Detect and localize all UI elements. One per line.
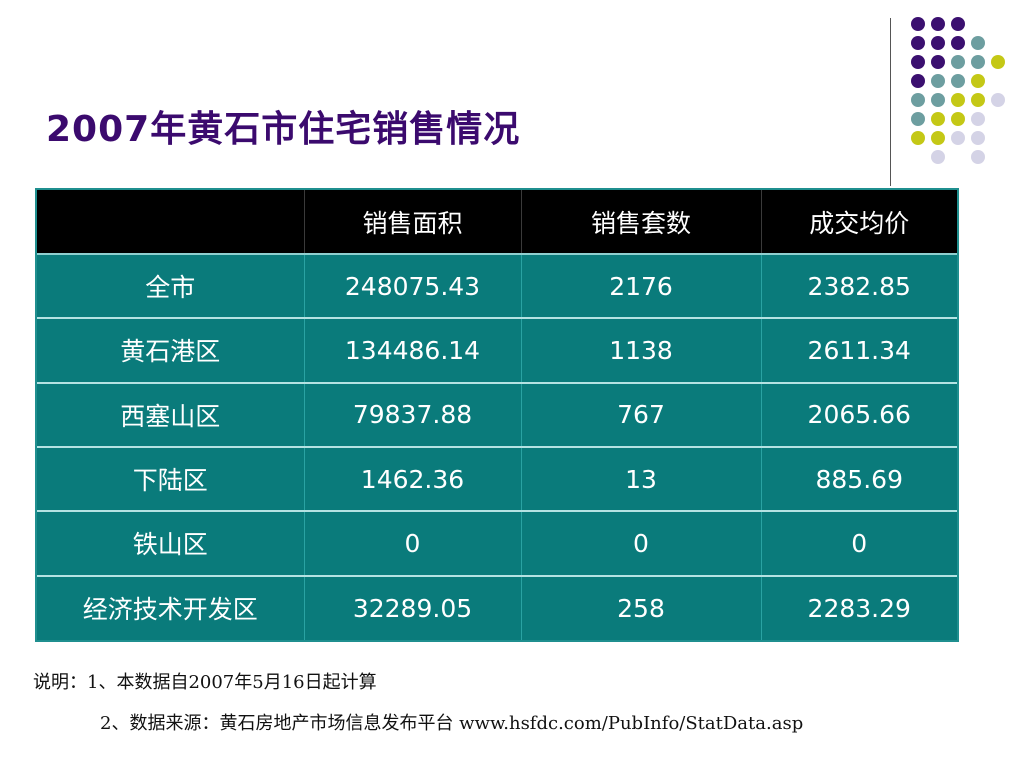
area-cell: 1462.36 (304, 445, 522, 512)
divider-line (890, 18, 891, 186)
table-row: 西塞山区 79837.88 767 2065.66 (37, 381, 957, 447)
dot-icon (971, 74, 985, 88)
dot-icon (951, 36, 965, 50)
dot-icon (951, 17, 965, 31)
area-cell: 134486.14 (304, 317, 522, 383)
dot-icon (911, 55, 925, 69)
sales-table: 销售面积 销售套数 成交均价 全市 248075.43 2176 2382.85… (37, 190, 957, 640)
district-cell: 下陆区 (37, 445, 305, 512)
dot-icon (931, 55, 945, 69)
units-cell: 767 (521, 381, 762, 447)
note-line-2: 2、数据来源：黄石房地产市场信息发布平台 www.hsfdc.com/PubIn… (100, 713, 804, 734)
table-row: 经济技术开发区 32289.05 258 2283.29 (37, 574, 957, 640)
dot-icon (911, 93, 925, 107)
header-cell-sales-units: 销售套数 (521, 190, 762, 255)
price-cell: 2382.85 (761, 252, 957, 319)
dot-icon (931, 112, 945, 126)
note-line-1: 说明：1、本数据自2007年5月16日起计算 (33, 672, 377, 693)
dot-icon (951, 112, 965, 126)
area-cell: 248075.43 (304, 252, 522, 319)
district-cell: 黄石港区 (37, 317, 305, 383)
area-cell: 0 (304, 510, 522, 576)
dot-icon (911, 74, 925, 88)
table-row: 黄石港区 134486.14 1138 2611.34 (37, 317, 957, 383)
price-cell: 0 (761, 510, 957, 576)
dot-icon (931, 131, 945, 145)
dot-icon (971, 150, 985, 164)
area-cell: 79837.88 (304, 381, 522, 447)
page-title: 2007年黄石市住宅销售情况 (46, 109, 521, 150)
district-cell: 全市 (37, 252, 305, 319)
sales-table-container: 销售面积 销售套数 成交均价 全市 248075.43 2176 2382.85… (35, 188, 959, 642)
dot-icon (931, 150, 945, 164)
dot-icon (951, 74, 965, 88)
dot-icon (951, 55, 965, 69)
units-cell: 1138 (521, 317, 762, 383)
district-cell: 西塞山区 (37, 381, 305, 447)
dot-icon (971, 131, 985, 145)
dot-icon (971, 112, 985, 126)
dot-icon (991, 55, 1005, 69)
table-row: 全市 248075.43 2176 2382.85 (37, 252, 957, 319)
dot-icon (971, 36, 985, 50)
header-cell-empty (37, 190, 305, 255)
dot-icon (991, 93, 1005, 107)
price-cell: 885.69 (761, 445, 957, 512)
dot-icon (971, 93, 985, 107)
dot-icon (931, 74, 945, 88)
dot-icon (911, 36, 925, 50)
dot-icon (931, 93, 945, 107)
units-cell: 258 (521, 574, 762, 640)
table-row: 铁山区 0 0 0 (37, 510, 957, 576)
dot-icon (931, 17, 945, 31)
district-cell: 经济技术开发区 (37, 574, 305, 640)
district-cell: 铁山区 (37, 510, 305, 576)
dot-icon (931, 36, 945, 50)
header-cell-sales-area: 销售面积 (304, 190, 522, 255)
price-cell: 2283.29 (761, 574, 957, 640)
dot-icon (951, 131, 965, 145)
units-cell: 0 (521, 510, 762, 576)
dot-icon (951, 93, 965, 107)
area-cell: 32289.05 (304, 574, 522, 640)
dot-icon (911, 131, 925, 145)
price-cell: 2065.66 (761, 381, 957, 447)
price-cell: 2611.34 (761, 317, 957, 383)
dot-icon (911, 112, 925, 126)
header-cell-avg-price: 成交均价 (761, 190, 957, 255)
table-header-row: 销售面积 销售套数 成交均价 (37, 190, 957, 255)
dot-icon (911, 17, 925, 31)
table-row: 下陆区 1462.36 13 885.69 (37, 445, 957, 512)
units-cell: 13 (521, 445, 762, 512)
units-cell: 2176 (521, 252, 762, 319)
dot-icon (971, 55, 985, 69)
